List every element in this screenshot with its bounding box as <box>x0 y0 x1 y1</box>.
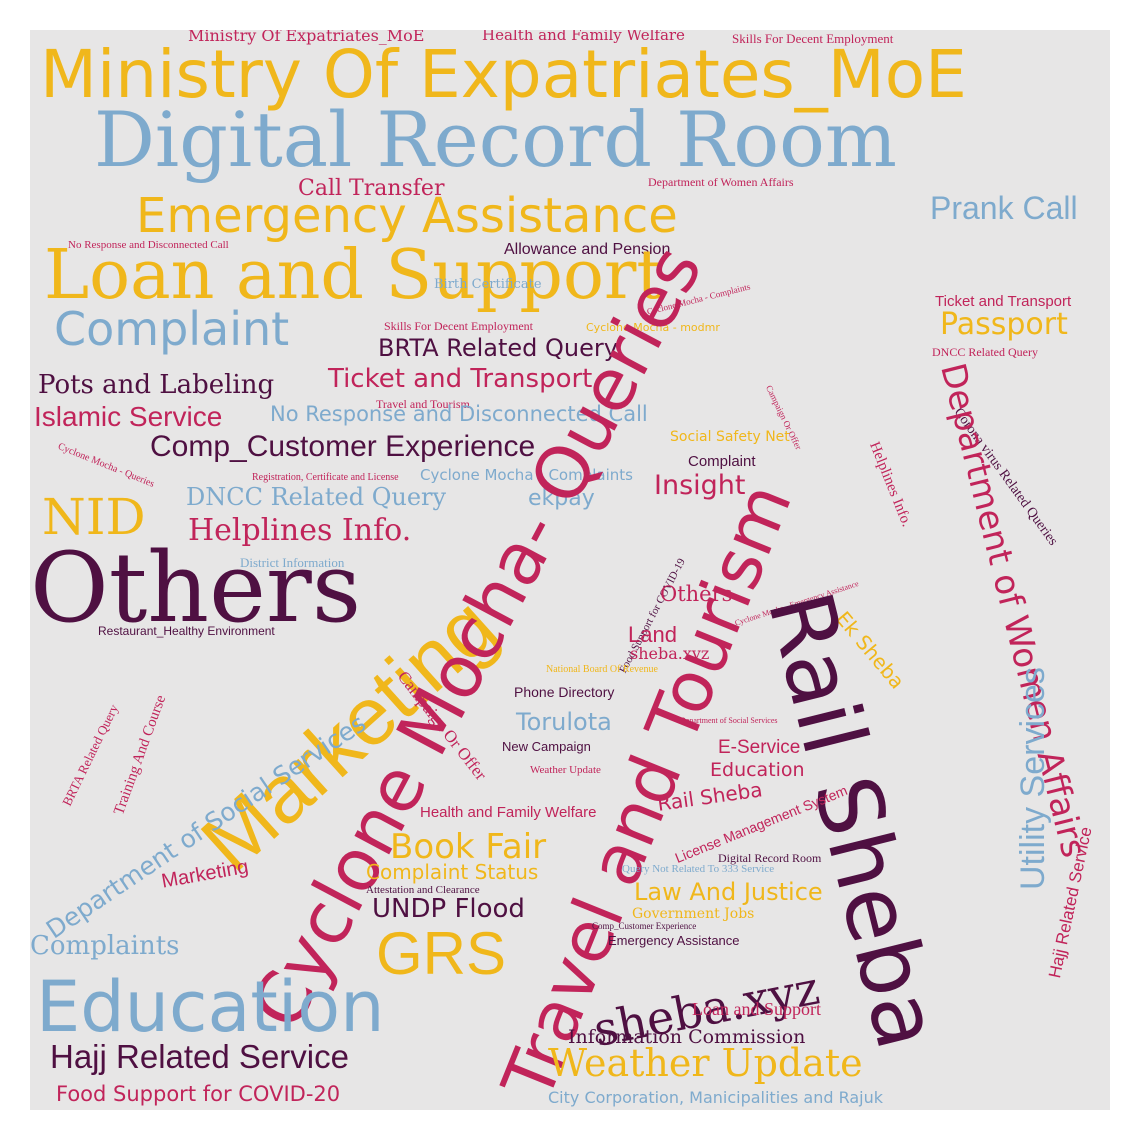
word-complaints: Complaints <box>30 933 180 959</box>
word-complaint-large: Complaint <box>54 306 289 352</box>
word-health-family-welfare-mid: Health and Family Welfare <box>420 805 596 820</box>
word-city-corporation: City Corporation, Manicipalities and Raj… <box>548 1090 883 1106</box>
word-dncc-related-query-right: DNCC Related Query <box>932 346 1038 358</box>
word-government-jobs: Government Jobs <box>632 907 754 921</box>
word-e-service: E-Service <box>718 738 800 757</box>
word-education-large: Education <box>36 972 385 1042</box>
word-utility-services: Utility Services <box>1016 667 1050 890</box>
word-ticket-transport-mid: Ticket and Transport <box>328 366 592 392</box>
word-law-and-justice: Law And Justice <box>634 880 823 904</box>
word-cloud: Ministry Of Expatriates_MoE Health and F… <box>30 30 1110 1110</box>
word-weather-update-large: Weather Update <box>548 1044 863 1082</box>
word-food-support-covid20: Food Support for COVID-20 <box>56 1084 340 1105</box>
word-restaurant-healthy-environment: Restaurant_Healthy Environment <box>98 625 275 637</box>
word-emergency-assistance-large: Emergency Assistance <box>136 192 678 240</box>
word-comp-customer-experience-large: Comp_Customer Experience <box>150 432 535 462</box>
word-national-board-revenue: National Board Of Revenue <box>546 665 658 675</box>
word-book-fair: Book Fair <box>390 830 546 864</box>
word-helplines-info-vertical: Helplines Info. <box>866 440 914 529</box>
word-hajj-related-service-large: Hajj Related Service <box>50 1040 349 1073</box>
word-training-and-course: Training And Course <box>112 693 169 817</box>
word-new-campaign: New Campaign <box>502 740 591 753</box>
word-loan-support-small: Loan and Support <box>692 1000 821 1018</box>
word-undp-flood: UNDP Flood <box>372 896 525 922</box>
word-dept-women-affairs-small: Department of Women Affairs <box>648 176 794 188</box>
word-prank-call: Prank Call <box>930 192 1078 224</box>
word-complaint-status: Complaint Status <box>366 862 538 882</box>
word-dept-social-services-tiny: Department of Social Services <box>680 717 778 725</box>
word-cyclone-queries-tiny: Cyclone Mocha - Queries <box>56 442 155 490</box>
word-dept-women-affairs-vertical: Department of Women Affairs <box>935 360 1091 861</box>
word-birth-certificate: Birth Certificate <box>434 278 542 291</box>
word-emergency-assistance-small: Emergency Assistance <box>608 934 740 947</box>
word-torulota: Torulota <box>516 710 612 734</box>
word-comp-customer-experience-small: Comp_Customer Experience <box>592 922 696 931</box>
word-pots-labeling: Pots and Labeling <box>38 372 274 398</box>
word-social-safety-net: Social Safety Net <box>670 430 790 444</box>
word-loan-support-large: Loan and Support <box>44 242 664 310</box>
word-skills-decent-employment-mid: Skills For Decent Employment <box>384 320 533 332</box>
word-phone-directory: Phone Directory <box>514 685 614 699</box>
word-islamic-service: Islamic Service <box>34 403 222 431</box>
word-registration-certificate-license: Registration, Certificate and License <box>252 473 399 483</box>
word-passport: Passport <box>940 310 1068 340</box>
word-dncc-related-query-mid: DNCC Related Query <box>186 485 446 509</box>
word-query-not-related-333: Query Not Related To 333 Service <box>622 864 774 875</box>
word-brta-related-query-rotated: BRTA Related Query <box>60 702 120 807</box>
word-grs: GRS <box>376 924 506 984</box>
word-weather-update-small: Weather Update <box>530 765 601 776</box>
word-digital-record-room-large: Digital Record Room <box>94 102 897 178</box>
word-others-large: Others <box>30 540 361 636</box>
word-complaint-small: Complaint <box>688 454 756 469</box>
